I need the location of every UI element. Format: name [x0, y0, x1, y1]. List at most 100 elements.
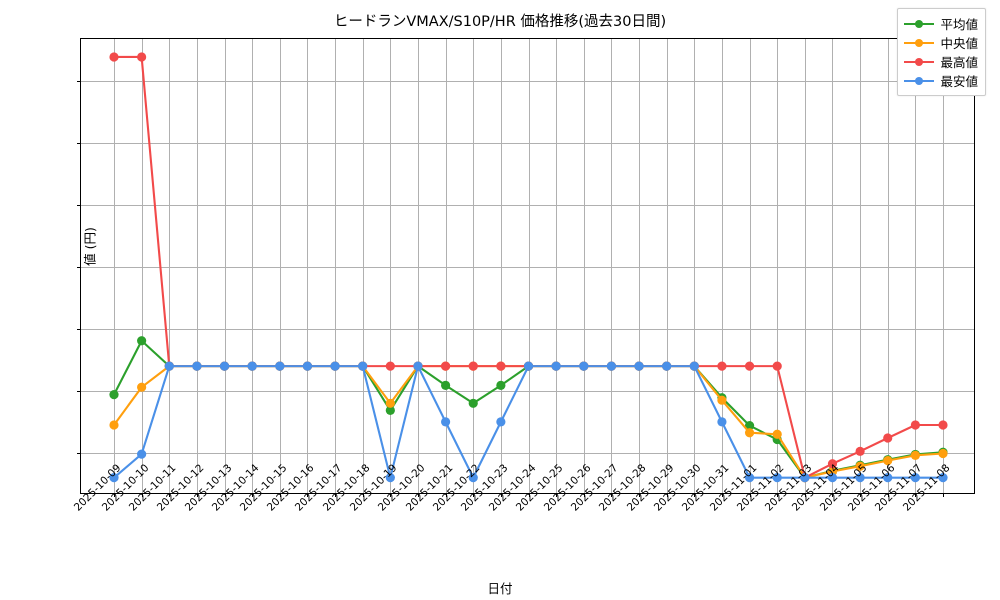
x-tick-mark [307, 493, 309, 497]
gridline-vertical [528, 39, 530, 493]
data-point [883, 456, 893, 466]
data-point [109, 390, 119, 400]
legend-marker-icon [904, 36, 935, 50]
data-point [468, 361, 478, 371]
page-title: ヒードランVMAX/S10P/HR 価格推移(過去30日間) [333, 14, 667, 30]
gridline-vertical [832, 39, 834, 493]
data-point [910, 473, 920, 483]
series-line [112, 55, 945, 479]
gridline-vertical [804, 39, 806, 493]
data-point [827, 459, 838, 469]
data-point [109, 420, 119, 430]
data-point [662, 361, 672, 371]
gridline-vertical [749, 39, 751, 493]
series-line [112, 365, 945, 479]
data-point [827, 473, 838, 483]
legend-item-最安値[interactable]: 最安値 [904, 71, 978, 90]
gridline-vertical [915, 39, 917, 493]
data-point [137, 52, 147, 62]
gridline-horizontal [81, 267, 974, 268]
data-point [579, 361, 589, 371]
gridline-vertical [252, 39, 254, 493]
gridline-vertical [473, 39, 475, 493]
legend-item-label: 最高値 [940, 55, 978, 70]
data-point [772, 429, 782, 439]
data-point [689, 361, 699, 371]
data-point [744, 473, 755, 483]
data-point [938, 473, 948, 483]
data-point [275, 361, 285, 371]
legend-item-中央値[interactable]: 中央値 [904, 33, 978, 52]
x-tick-mark [169, 493, 171, 497]
data-point [468, 473, 478, 483]
series-line [112, 365, 945, 479]
gridline-vertical [279, 39, 281, 493]
x-tick-mark [777, 493, 779, 497]
data-point [800, 473, 810, 483]
x-tick-mark [583, 493, 585, 497]
data-point [855, 473, 865, 483]
data-point [164, 361, 174, 371]
gridline-horizontal [81, 390, 974, 392]
data-point [109, 52, 119, 62]
gridline-vertical [860, 39, 862, 493]
data-point [468, 398, 478, 408]
data-point [358, 361, 368, 371]
series-layer [109, 52, 948, 483]
data-point [606, 361, 617, 371]
data-point [717, 361, 727, 371]
y-tick-mark [77, 143, 81, 145]
x-tick-mark [196, 493, 198, 497]
x-tick-mark [639, 493, 641, 497]
x-tick-mark [832, 493, 834, 497]
gridline-vertical [417, 39, 419, 493]
legend-item-label: 中央値 [940, 36, 978, 51]
gridline-vertical [169, 39, 171, 493]
data-point [855, 461, 865, 471]
gridline-vertical [224, 39, 226, 493]
y-tick-mark [77, 452, 81, 454]
data-point [744, 421, 755, 431]
gridline-vertical [694, 39, 696, 493]
x-tick-mark [887, 493, 889, 497]
gridline-vertical [611, 39, 613, 493]
x-tick-mark [417, 493, 419, 497]
data-point [855, 446, 865, 456]
data-point [523, 361, 534, 371]
data-point [137, 449, 147, 459]
y-tick-mark [77, 267, 81, 268]
data-point [744, 428, 755, 438]
gridline-vertical [556, 39, 558, 493]
legend-item-平均値[interactable]: 平均値 [904, 14, 978, 33]
data-point [441, 361, 451, 371]
data-point [385, 405, 395, 416]
x-tick-mark [528, 493, 530, 497]
x-tick-mark [915, 493, 917, 497]
gridline-horizontal [81, 452, 974, 454]
x-tick-mark [556, 493, 558, 497]
data-point [910, 450, 920, 460]
x-tick-mark [860, 493, 862, 497]
y-tick-mark [77, 205, 81, 207]
data-point [137, 382, 147, 392]
series-最高値 [109, 52, 948, 483]
legend-marker-icon [904, 74, 935, 88]
legend-item-label: 平均値 [940, 17, 978, 32]
data-point [938, 448, 948, 459]
gridline-vertical [583, 39, 585, 493]
x-tick-mark [279, 493, 281, 497]
gridline-vertical [114, 39, 115, 493]
gridline-vertical [445, 39, 447, 493]
gridline-vertical [887, 39, 889, 493]
data-point [910, 420, 920, 430]
legend-item-最高値[interactable]: 最高値 [904, 52, 978, 71]
data-point [441, 380, 451, 390]
x-tick-mark [224, 493, 226, 497]
data-point [496, 380, 506, 390]
x-tick-mark [114, 493, 115, 497]
data-point [413, 361, 423, 371]
y-tick-mark [77, 81, 81, 83]
y-tick-mark [77, 390, 81, 392]
series-平均値 [109, 336, 948, 483]
